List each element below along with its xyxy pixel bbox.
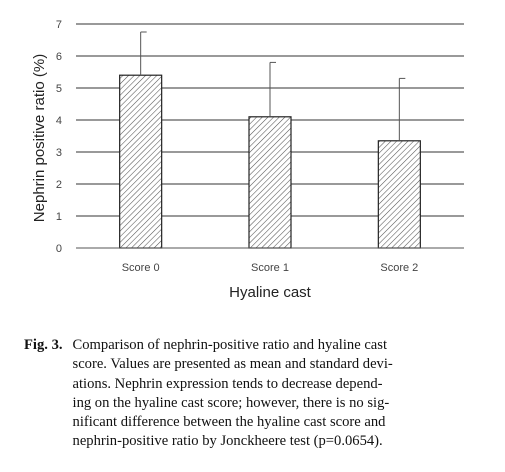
y-tick-labels: 0 1 2 3 4 5 6 7 (56, 19, 62, 255)
x-tick-labels: Score 0 Score 1 Score 2 (122, 262, 419, 274)
y-tick-label: 2 (56, 179, 62, 191)
bar-0 (119, 74, 163, 249)
y-tick-label: 4 (56, 115, 62, 127)
figure-caption: Fig. 3. Comparison of nephrin-positive r… (24, 336, 476, 452)
caption-line: nephrin-positive ratio by Jonckheere tes… (72, 433, 383, 450)
x-tick-label: Score 2 (380, 262, 418, 274)
bar-2 (377, 140, 421, 249)
y-tick-label: 6 (56, 51, 62, 63)
y-tick-label: 5 (56, 83, 62, 95)
caption-line: ing on the hyaline cast score; however, … (72, 394, 390, 411)
y-tick-label: 3 (56, 147, 62, 159)
caption-line: ations. Nephrin expression tends to decr… (72, 375, 383, 392)
caption-line: nificant difference between the hyaline … (72, 414, 386, 431)
y-tick-label: 0 (56, 243, 62, 255)
y-axis-title: Nephrin positive ratio (%) (31, 54, 48, 222)
error-bars (140, 31, 406, 141)
caption-label: Fig. 3. (24, 337, 63, 353)
bar-1 (248, 116, 292, 249)
caption-text: Comparison of nephrin-positive ratio and… (73, 336, 476, 452)
y-tick-label: 1 (56, 211, 62, 223)
caption-line: score. Values are presented as mean and … (72, 356, 393, 373)
caption-line: Comparison of nephrin-positive ratio and… (72, 337, 388, 353)
x-tick-label: Score 0 (122, 262, 160, 274)
x-axis-title: Hyaline cast (229, 284, 312, 301)
y-tick-label: 7 (56, 19, 62, 31)
bar-chart: 0 1 2 3 4 5 6 7 Score 0 Score 1 Score 2 Hyaline c… (31, 19, 464, 301)
x-tick-label: Score 1 (251, 262, 289, 274)
